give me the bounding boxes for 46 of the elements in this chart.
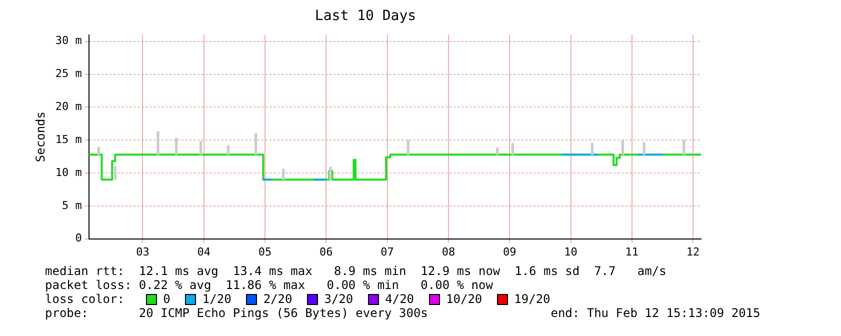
x-tick-label: 03 xyxy=(136,245,150,258)
x-tick-label: 12 xyxy=(686,245,700,258)
legend-title: loss color: xyxy=(45,292,126,306)
bar xyxy=(97,147,100,155)
x-tick-label: 10 xyxy=(564,245,578,258)
bar xyxy=(199,141,202,155)
x-tick-label: 07 xyxy=(380,245,394,258)
bar xyxy=(511,143,514,155)
legend-label: 4/20 xyxy=(385,292,414,306)
bar xyxy=(642,142,646,155)
legend-label: 19/20 xyxy=(514,292,550,306)
y-tick-label: 30 m xyxy=(55,34,82,48)
y-tick-label: 5 m xyxy=(62,198,82,212)
legend-label: 0 xyxy=(163,292,170,306)
x-tick-label: 06 xyxy=(320,245,333,258)
x-tick-label: 04 xyxy=(197,245,211,258)
bar xyxy=(282,168,285,180)
x-tick-label: 11 xyxy=(625,245,639,258)
x-tick-label: 08 xyxy=(442,245,456,258)
bar xyxy=(621,140,624,155)
y-axis-title: Seconds xyxy=(33,112,48,162)
chart-title: Last 10 Days xyxy=(314,8,416,24)
bar xyxy=(156,131,160,155)
y-tick-label: 0 xyxy=(75,232,82,245)
legend-label: 3/20 xyxy=(324,292,354,306)
bar xyxy=(254,133,258,155)
bar xyxy=(496,148,499,155)
legend-label: 2/20 xyxy=(263,292,292,306)
text: probe: 20 ICMP Echo Pings (56 Bytes) every 300s end: Thu Feb 12 15:13:09 2015 xyxy=(45,306,760,320)
y-tick-label: 10 m xyxy=(55,166,82,179)
x-tick-label: 09 xyxy=(502,245,516,258)
legend-label: 1/20 xyxy=(202,292,232,306)
bar xyxy=(406,140,410,155)
legend-label: 10/20 xyxy=(446,292,482,306)
bar xyxy=(329,166,332,180)
text: median rtt: 12.1 ms avg 13.4 ms max 8.9 ms min 12.9 ms now 1.6 ms sd 7.7 am/s xyxy=(45,264,668,278)
bar xyxy=(590,143,594,155)
bar xyxy=(682,140,686,155)
y-tick-label: 15 m xyxy=(55,132,82,146)
y-tick-label: 25 m xyxy=(55,67,82,80)
bar xyxy=(114,166,117,180)
text: packet loss: 0.22 % avg 11.86 % max 0.00 % min 0.00 % now xyxy=(45,278,494,292)
bar xyxy=(226,145,230,155)
y-tick-label: 20 m xyxy=(55,100,82,114)
x-tick-label: 05 xyxy=(258,245,272,258)
bar xyxy=(175,138,178,155)
